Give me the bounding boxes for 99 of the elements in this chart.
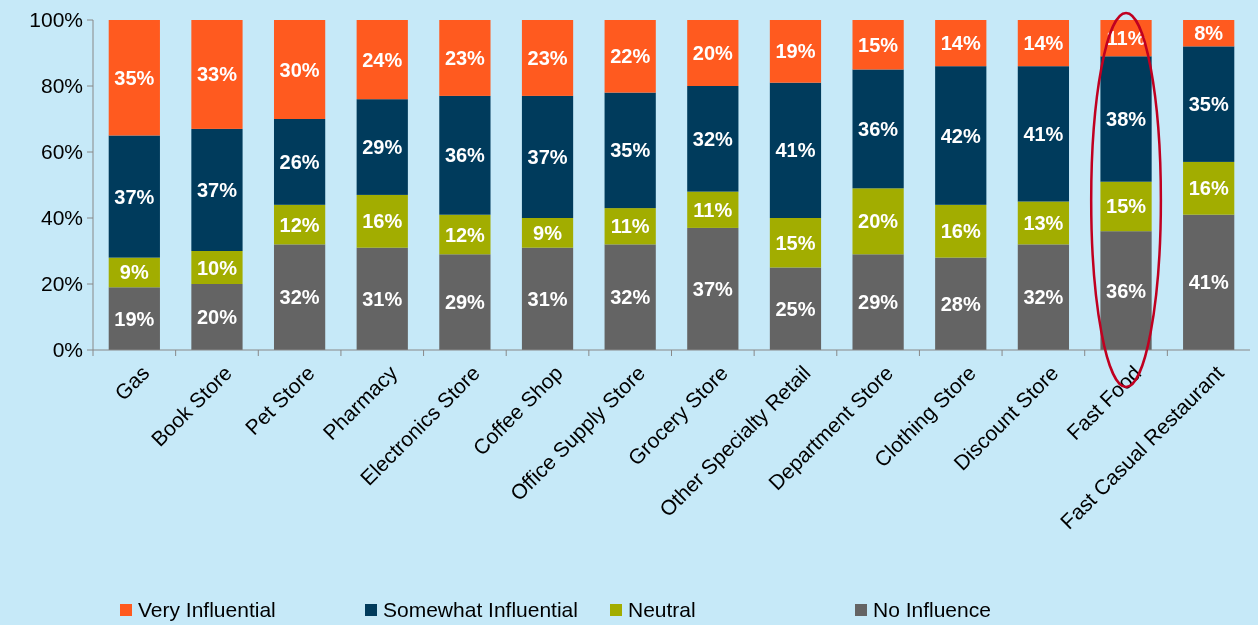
y-tick-label: 80%: [40, 74, 83, 98]
data-label: 35%: [610, 139, 651, 162]
data-label: 35%: [1188, 93, 1229, 116]
data-label: 42%: [940, 124, 981, 147]
data-label: 33%: [196, 63, 238, 86]
data-label: 16%: [1188, 177, 1229, 200]
bar: [273, 20, 326, 119]
bar: [439, 20, 491, 96]
bar: [852, 69, 904, 189]
y-tick-label: 0%: [52, 338, 83, 362]
data-label: 10%: [196, 256, 238, 279]
bar: [108, 20, 160, 136]
data-label: 23%: [527, 46, 568, 69]
bar: [604, 20, 656, 93]
x-tick-label: Gas: [110, 360, 154, 405]
data-label: 23%: [444, 46, 486, 69]
data-label: 36%: [858, 117, 899, 140]
bar: [439, 95, 491, 215]
bar: [356, 99, 408, 195]
data-label: 26%: [279, 150, 320, 173]
bar: [769, 82, 822, 218]
data-label: 16%: [362, 210, 403, 233]
legend-label: Somewhat Influential: [383, 598, 578, 622]
y-tick-label: 20%: [40, 272, 83, 296]
legend-label: No Influence: [873, 598, 991, 622]
bar: [273, 119, 326, 205]
bar: [191, 128, 243, 251]
data-label: 37%: [527, 145, 568, 168]
bar: [439, 254, 491, 350]
bar: [852, 188, 904, 255]
bar: [935, 257, 987, 350]
data-label: 15%: [1106, 195, 1147, 218]
data-label: 12%: [279, 213, 320, 236]
bar: [1100, 231, 1152, 350]
bar: [191, 20, 243, 129]
y-tick-label: 100%: [29, 8, 83, 32]
data-label: 32%: [279, 286, 320, 309]
data-label: 20%: [196, 306, 238, 328]
data-label: 29%: [858, 291, 899, 314]
data-label: 14%: [940, 32, 981, 55]
data-label: 32%: [610, 286, 651, 309]
data-label: 32%: [1023, 286, 1064, 309]
data-label: 37%: [114, 185, 155, 208]
data-label: 41%: [1188, 271, 1229, 294]
data-label: 31%: [362, 287, 403, 310]
data-label: 19%: [114, 307, 155, 330]
bar: [852, 254, 904, 350]
data-label: 37%: [692, 277, 734, 300]
data-label: 32%: [692, 127, 734, 150]
data-label: 12%: [444, 223, 486, 246]
bar: [604, 92, 656, 209]
data-label: 11%: [610, 215, 650, 238]
bar: [521, 247, 574, 350]
data-label: 35%: [114, 66, 155, 89]
bar: [935, 66, 987, 205]
bar: [687, 86, 739, 192]
data-label: 19%: [775, 40, 816, 63]
y-tick-label: 40%: [40, 206, 83, 230]
bar: [273, 244, 326, 350]
legend-label: Very Influential: [138, 598, 276, 622]
bar: [1183, 46, 1235, 162]
bar: [108, 135, 160, 258]
data-label: 41%: [775, 139, 816, 162]
data-label: 9%: [533, 221, 563, 244]
data-label: 36%: [1106, 279, 1147, 302]
legend-label: Neutral: [628, 598, 696, 622]
data-label: 41%: [1023, 122, 1064, 145]
bar: [1100, 56, 1152, 182]
bar: [1017, 66, 1070, 202]
bar: [521, 95, 574, 218]
bar: [521, 20, 574, 96]
data-label: 20%: [692, 42, 734, 64]
bar: [687, 227, 739, 350]
data-label: 25%: [775, 297, 816, 320]
bar: [1183, 214, 1235, 350]
y-tick-label: 60%: [40, 140, 83, 164]
data-label: 9%: [119, 261, 149, 284]
data-label: 29%: [444, 291, 486, 314]
data-label: 14%: [1023, 32, 1064, 55]
data-label: 8%: [1194, 22, 1224, 45]
data-label: 38%: [1106, 108, 1147, 130]
data-label: 15%: [858, 33, 899, 56]
data-label: 31%: [527, 287, 568, 310]
bar: [604, 244, 656, 350]
data-label: 22%: [610, 45, 651, 68]
data-label: 15%: [775, 231, 816, 254]
data-label: 36%: [444, 144, 486, 167]
data-label: 11%: [693, 198, 733, 221]
bar: [1017, 244, 1070, 350]
data-label: 16%: [940, 220, 981, 243]
data-label: 13%: [1023, 211, 1064, 234]
bar: [356, 247, 408, 350]
data-label: 29%: [362, 136, 403, 159]
data-label: 28%: [940, 292, 981, 315]
data-label: 37%: [196, 178, 238, 201]
data-label: 24%: [362, 48, 403, 71]
bar: [356, 20, 408, 100]
data-label: 20%: [858, 210, 899, 233]
data-label: 30%: [279, 58, 320, 81]
